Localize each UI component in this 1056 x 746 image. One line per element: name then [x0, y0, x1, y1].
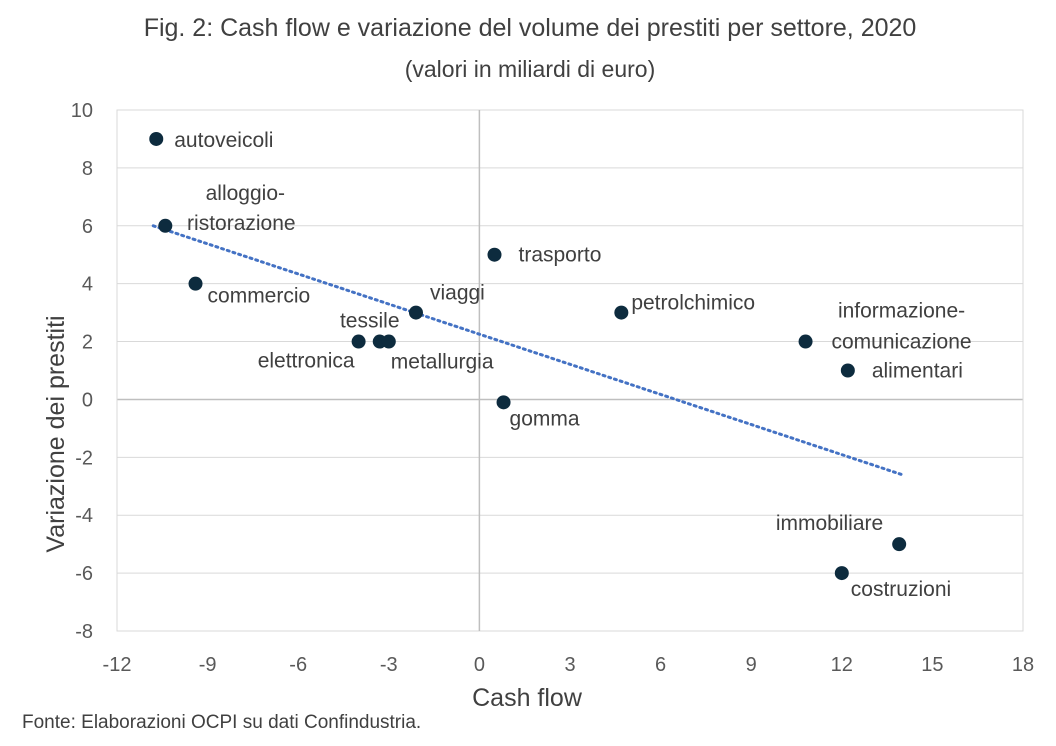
x-tick-label: -9: [199, 654, 217, 676]
y-tick-label: -6: [75, 563, 93, 585]
y-axis-label: Variazione dei prestiti: [42, 315, 70, 552]
y-tick-label: 8: [82, 158, 93, 180]
chart-title: Fig. 2: Cash flow e variazione del volum…: [143, 14, 917, 42]
point-label: alimentari: [872, 360, 963, 383]
x-tick-label: 6: [655, 654, 666, 676]
plot-frame: [116, 109, 1024, 632]
y-tick-label: 2: [82, 332, 93, 354]
data-point: [487, 247, 502, 262]
point-label: autoveicoli: [174, 129, 273, 152]
point-label-line: comunicazione: [832, 331, 972, 354]
point-label: immobiliare: [776, 512, 883, 535]
y-tick-label: -2: [75, 447, 93, 469]
point-label: alloggio-ristorazione: [187, 182, 296, 235]
data-point: [408, 305, 423, 320]
point-label: trasporto: [519, 244, 602, 267]
data-point: [188, 276, 203, 291]
data-point: [158, 218, 173, 233]
point-label: elettronica: [258, 350, 355, 373]
y-tick-label: -4: [75, 505, 93, 527]
data-point: [496, 395, 511, 410]
x-tick-label: 15: [921, 654, 943, 676]
x-tick-label: 12: [831, 654, 853, 676]
data-point: [149, 131, 164, 146]
x-tick-label: 18: [1012, 654, 1034, 676]
x-tick-label: 3: [564, 654, 575, 676]
data-point: [381, 334, 396, 349]
y-tick-label: 4: [82, 274, 93, 296]
point-label: metallurgia: [391, 351, 494, 374]
chart-subtitle: (valori in miliardi di euro): [404, 56, 656, 82]
axes: 10 8 6 4 2 0 -2 -4 -6 -8 -12 -9 -6 -3 0 3 6 9 12 15 18: [71, 100, 1034, 676]
y-tick-label: 0: [82, 389, 93, 411]
point-label: tessile: [340, 310, 400, 333]
x-tick-label: 9: [746, 654, 757, 676]
x-tick-label: 0: [474, 654, 485, 676]
source-note: Fonte: Elaborazioni OCPI su dati Confind…: [22, 712, 422, 733]
data-point: [798, 334, 813, 349]
x-axis-label: Cash flow: [472, 684, 583, 712]
y-tick-label: -8: [75, 621, 93, 643]
gridlines: [116, 109, 1024, 632]
trendline-group: [151, 224, 904, 477]
data-point: [840, 363, 855, 378]
point-label-line: alloggio-: [206, 182, 285, 205]
y-tick-label: 10: [71, 100, 93, 122]
x-tick-label: -6: [289, 654, 307, 676]
point-label-line: informazione-: [838, 300, 965, 323]
data-point: [614, 305, 629, 320]
point-label: commercio: [208, 285, 311, 308]
x-tick-label: -12: [103, 654, 132, 676]
y-tick-label: 6: [82, 216, 93, 238]
point-label-line: ristorazione: [187, 212, 296, 235]
point-label: gomma: [510, 407, 580, 430]
point-label: petrolchimico: [631, 292, 755, 315]
data-point: [351, 334, 366, 349]
point-labels: autoveicoli alloggio-ristorazione commerci…: [174, 129, 971, 601]
point-label: informazione-comunicazione: [832, 300, 972, 354]
data-points: [149, 131, 907, 581]
data-point: [834, 566, 849, 581]
point-label: viaggi: [430, 282, 485, 305]
data-point: [892, 537, 907, 552]
trendline: [151, 224, 904, 477]
x-tick-label: -3: [380, 654, 398, 676]
point-label: costruzioni: [851, 578, 951, 601]
